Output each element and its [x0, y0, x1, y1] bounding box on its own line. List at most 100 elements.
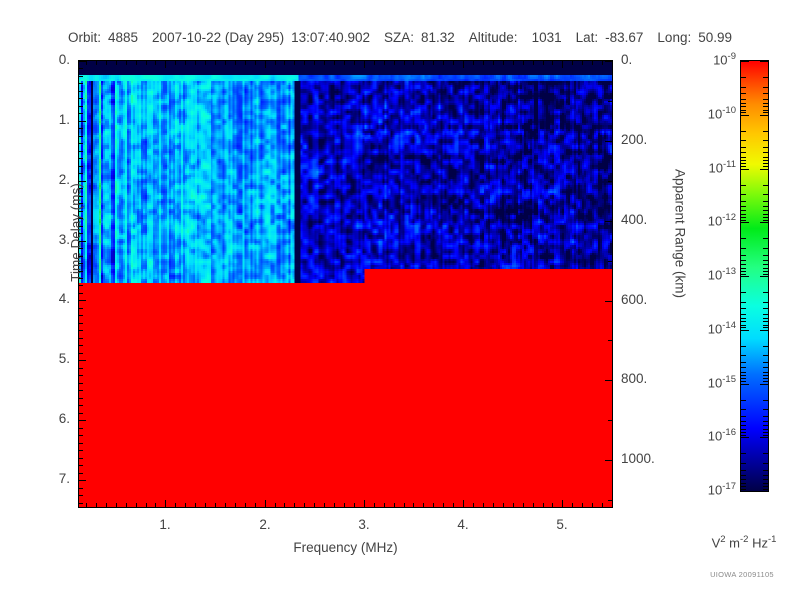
colorbar-minor-tick	[763, 483, 768, 484]
axis-tick	[79, 428, 83, 429]
ionogram-plot-area	[78, 60, 613, 508]
colorbar-minor-tick	[763, 346, 768, 347]
colorbar-minor-tick	[763, 140, 768, 141]
colorbar-minor-tick	[741, 110, 746, 111]
y-left-tick-label-4: 4.	[58, 291, 70, 306]
unit-volt-exponent: 2	[720, 534, 726, 545]
axis-tick	[195, 503, 196, 507]
axis-tick	[265, 500, 266, 507]
colorbar-minor-tick	[763, 486, 768, 487]
axis-tick	[86, 503, 87, 507]
axis-tick	[175, 503, 176, 507]
colorbar-minor-tick	[741, 112, 746, 113]
axis-tick	[185, 61, 186, 65]
colorbar-minor-tick	[741, 292, 746, 293]
watermark: UIOWA 20091105	[710, 570, 774, 579]
colorbar-minor-tick	[763, 214, 768, 215]
axis-tick	[79, 151, 83, 152]
orbit-label: Orbit:	[67, 30, 101, 45]
axis-tick	[79, 443, 83, 444]
axis-tick	[165, 500, 166, 507]
observation-date: 2007-10-22 (Day 295)	[152, 30, 285, 45]
colorbar-mantissa: 10	[713, 52, 728, 68]
colorbar-minor-tick	[741, 87, 746, 88]
axis-tick	[533, 61, 534, 65]
colorbar-minor-tick	[741, 238, 746, 239]
axis-tick	[79, 278, 83, 279]
colorbar-minor-tick	[741, 346, 746, 347]
axis-tick	[79, 375, 83, 376]
y-left-tick-label-6: 6.	[58, 411, 70, 426]
axis-tick	[79, 158, 83, 159]
axis-tick	[79, 360, 86, 361]
axis-tick	[79, 83, 83, 84]
axis-tick	[304, 503, 305, 507]
axis-tick	[374, 61, 375, 65]
colorbar-minor-tick	[741, 367, 746, 368]
colorbar-tick	[760, 330, 768, 331]
axis-tick	[126, 61, 127, 65]
colorbar-minor-tick	[741, 264, 746, 265]
colorbar-minor-tick	[741, 425, 746, 426]
colorbar-tick	[760, 384, 768, 385]
colorbar-minor-tick	[741, 131, 746, 132]
colorbar-minor-tick	[763, 362, 768, 363]
colorbar-minor-tick	[763, 268, 768, 269]
axis-tick	[245, 503, 246, 507]
axis-tick	[423, 61, 424, 65]
colorbar-minor-tick	[741, 314, 746, 315]
colorbar-minor-tick	[741, 214, 746, 215]
colorbar-minor-tick	[741, 372, 746, 373]
y-right-tick-label-0: 0.	[621, 52, 633, 67]
axis-tick	[473, 61, 474, 65]
axis-tick	[79, 285, 83, 286]
colorbar-tick	[760, 169, 768, 170]
axis-tick	[215, 503, 216, 507]
colorbar-minor-tick	[741, 400, 746, 401]
colorbar-minor-tick	[741, 255, 746, 256]
axis-tick	[344, 503, 345, 507]
colorbar-tick	[760, 276, 768, 277]
colorbar-exponent: -12	[722, 212, 736, 223]
axis-tick	[79, 293, 83, 294]
axis-tick	[79, 113, 83, 114]
axis-tick	[79, 241, 86, 242]
axis-tick	[354, 61, 355, 65]
axis-tick	[79, 383, 83, 384]
colorbar-tick	[760, 61, 768, 62]
colorbar-minor-tick	[763, 99, 768, 100]
axis-tick	[79, 271, 83, 272]
lat-value: -83.67	[605, 30, 644, 45]
colorbar-mantissa: 10	[707, 428, 723, 444]
y-right-tick-label-5: 1000.	[621, 451, 655, 466]
colorbar-minor-tick	[763, 248, 768, 249]
colorbar-minor-tick	[741, 355, 746, 356]
axis-tick	[79, 106, 83, 107]
axis-tick	[513, 503, 514, 507]
colorbar-tick	[760, 491, 768, 492]
colorbar-minor-tick	[741, 147, 746, 148]
colorbar-tick	[760, 437, 768, 438]
colorbar-minor-tick	[741, 185, 746, 186]
colorbar-minor-tick	[763, 435, 768, 436]
axis-tick	[314, 61, 315, 65]
axis-tick	[79, 413, 83, 414]
colorbar-mantissa: 10	[707, 106, 723, 122]
axis-tick	[79, 136, 83, 137]
axis-tick	[364, 500, 365, 507]
colorbar-minor-tick	[763, 103, 768, 104]
colorbar-exponent: -15	[722, 374, 736, 385]
axis-tick	[79, 323, 83, 324]
colorbar-tick	[741, 384, 749, 385]
axis-tick	[334, 503, 335, 507]
axis-tick	[582, 61, 583, 65]
axis-tick	[215, 61, 216, 65]
x-tick-label-4: 5.	[556, 517, 568, 532]
x-tick-label-0: 1.	[159, 517, 171, 532]
colorbar-minor-tick	[763, 325, 768, 326]
observation-time: 13:07:40.902	[291, 30, 370, 45]
axis-tick	[79, 315, 83, 316]
axis-tick	[384, 503, 385, 507]
x-tick-label-2: 3.	[358, 517, 370, 532]
axis-tick	[608, 261, 612, 262]
